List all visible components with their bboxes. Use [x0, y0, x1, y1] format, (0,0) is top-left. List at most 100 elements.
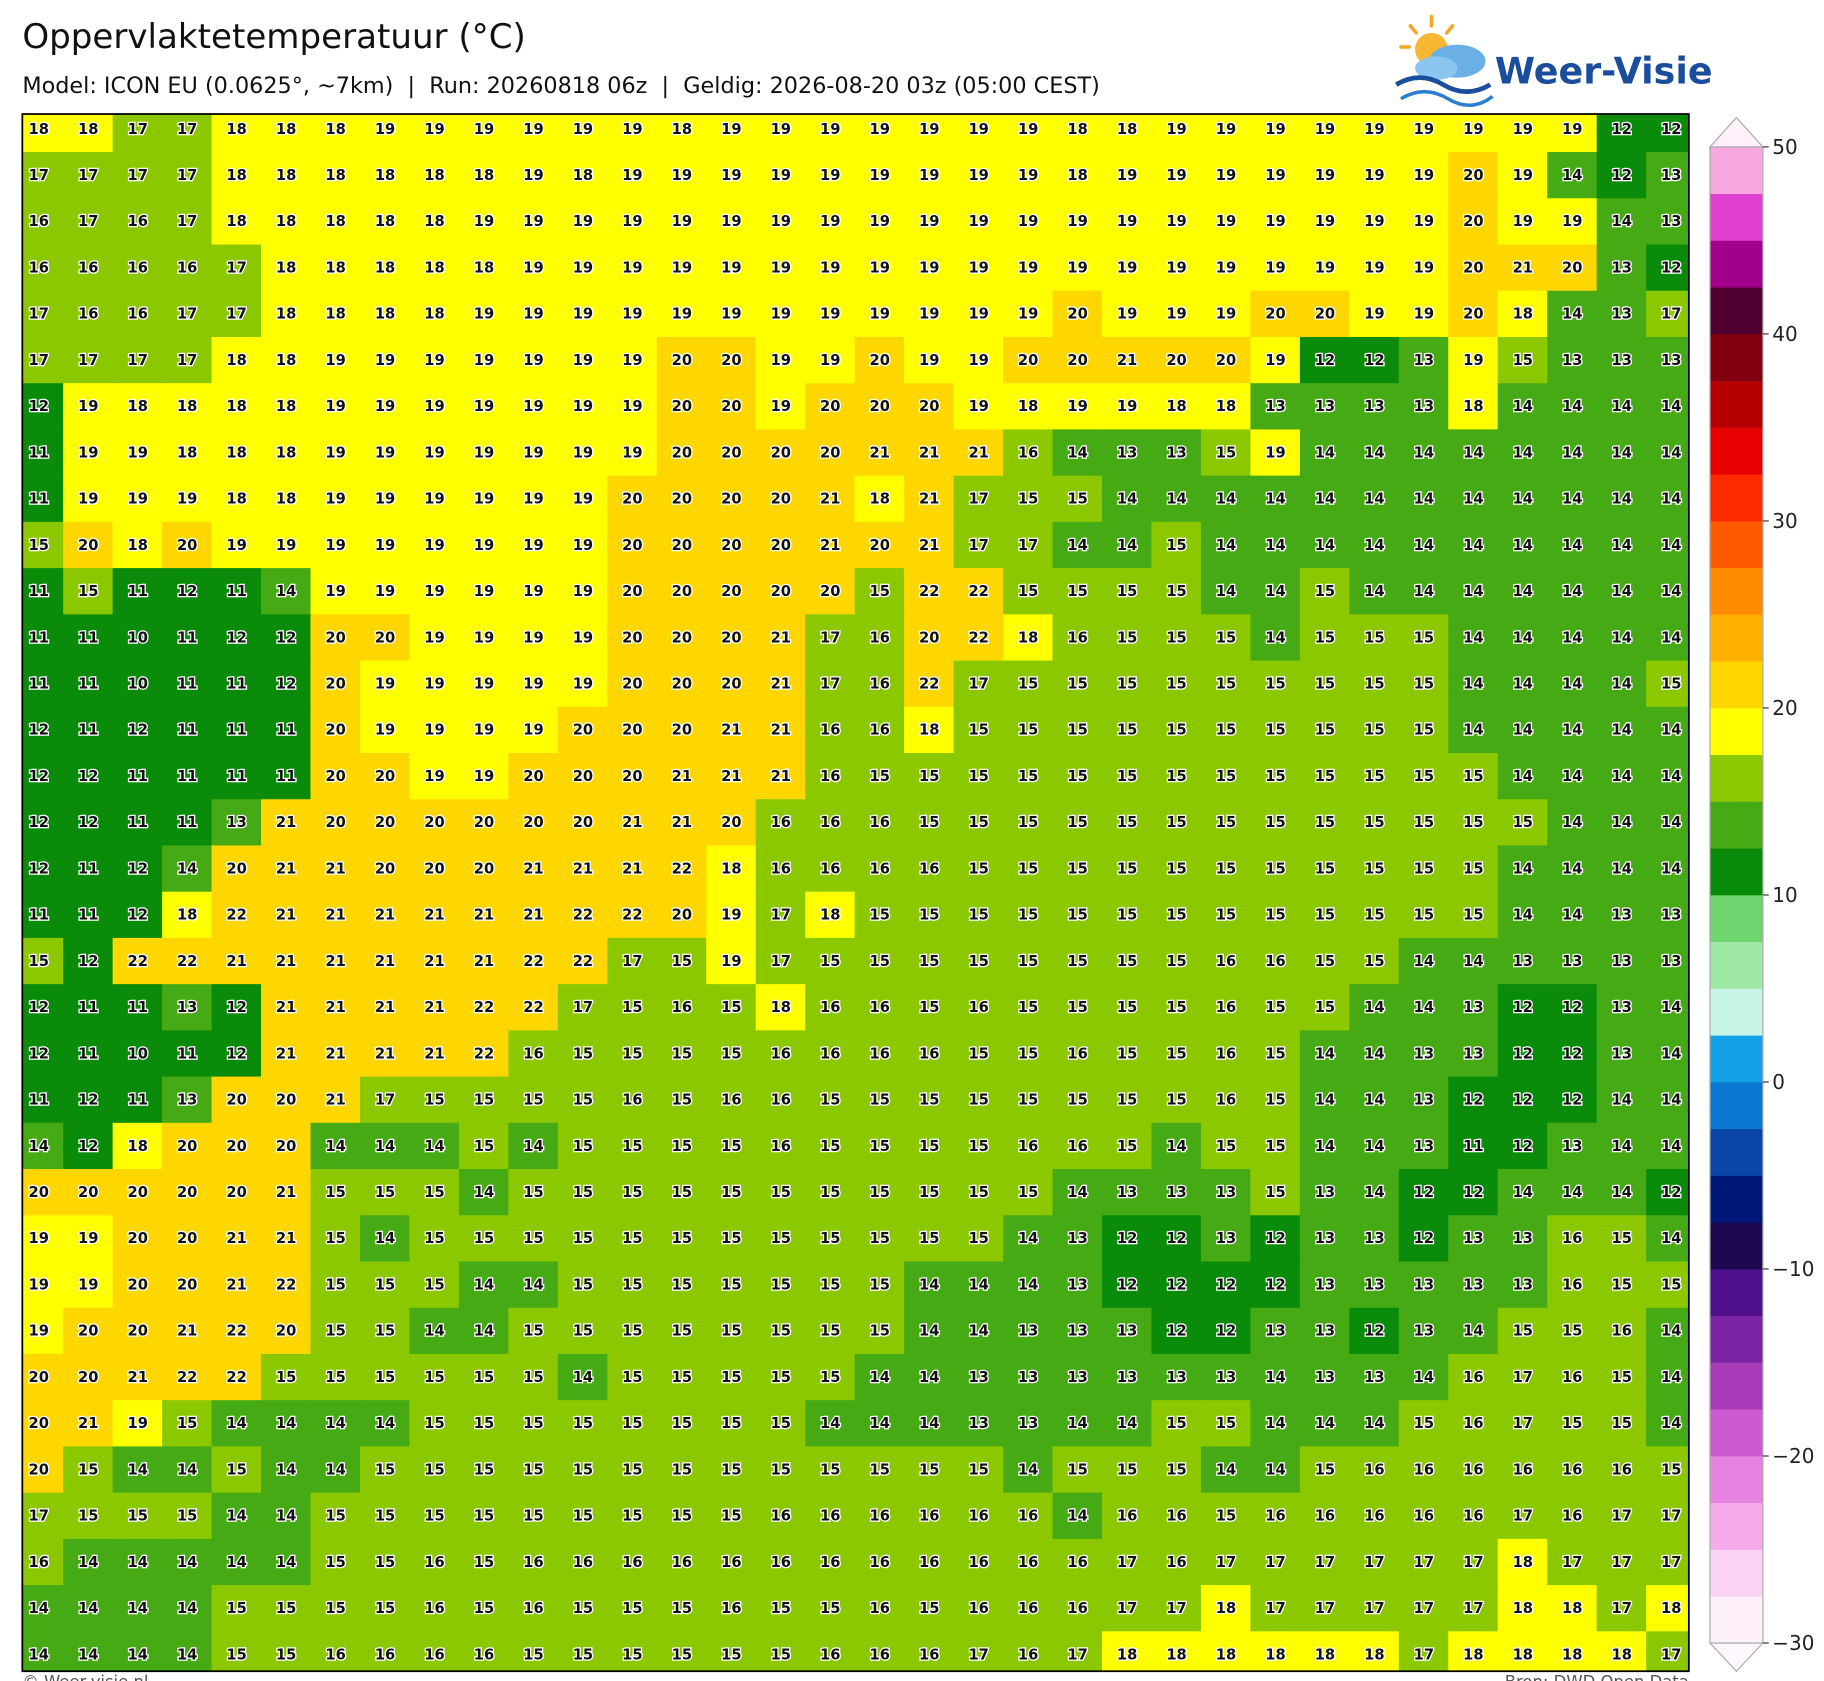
temperature-cell	[112, 1353, 163, 1401]
temperature-cell	[706, 114, 757, 153]
temperature-label: 15	[276, 1646, 296, 1663]
temperature-cell	[953, 114, 1004, 153]
temperature-label: 19	[1414, 259, 1434, 276]
temperature-cell	[1448, 114, 1499, 153]
temperature-cell	[755, 799, 806, 847]
temperature-cell	[1101, 614, 1153, 662]
temperature-label: 17	[622, 953, 642, 970]
temperature-cell	[1448, 753, 1499, 800]
temperature-cell	[1547, 1631, 1598, 1672]
temperature-label: 19	[622, 352, 642, 369]
temperature-cell	[1497, 1030, 1548, 1078]
temperature-cell	[805, 845, 856, 893]
temperature-label: 15	[622, 1230, 642, 1247]
temperature-label: 11	[127, 814, 147, 831]
temperature-cell	[557, 1538, 609, 1586]
colorbar-band	[1710, 848, 1763, 896]
temperature-label: 15	[1463, 860, 1483, 877]
temperature-label: 19	[919, 259, 939, 276]
subtitle: Model: ICON EU (0.0625°, ~7km) | Run: 20…	[22, 73, 1100, 99]
temperature-label: 13	[1364, 1369, 1384, 1386]
temperature-label: 13	[1265, 1323, 1285, 1340]
temperature-label: 16	[474, 1646, 494, 1663]
temperature-label: 21	[424, 1045, 444, 1062]
temperature-label: 13	[1513, 1276, 1533, 1293]
temperature-cell	[656, 984, 707, 1032]
temperature-cell	[1596, 614, 1647, 662]
temperature-cell	[805, 614, 856, 662]
temperature-label: 19	[29, 1230, 49, 1247]
temperature-cell	[557, 614, 609, 662]
temperature-label: 19	[325, 352, 345, 369]
temperature-cell	[1052, 937, 1103, 985]
temperature-label: 14	[1661, 398, 1681, 415]
temperature-label: 17	[1414, 1600, 1434, 1617]
temperature-label: 16	[870, 1508, 890, 1525]
temperature-label: 13	[1117, 1184, 1137, 1201]
temperature-label: 15	[1265, 1092, 1285, 1109]
temperature-label: 13	[1067, 1230, 1087, 1247]
temperature-cell	[904, 891, 955, 939]
temperature-label: 19	[573, 398, 593, 415]
temperature-label: 21	[276, 953, 296, 970]
temperature-label: 18	[1562, 1646, 1582, 1663]
temperature-label: 20	[375, 629, 395, 646]
temperature-label: 12	[78, 953, 98, 970]
temperature-cell	[1101, 799, 1153, 847]
temperature-label: 14	[1661, 1369, 1681, 1386]
temperature-cell	[607, 660, 658, 708]
temperature-cell	[409, 198, 460, 246]
temperature-cell	[1398, 152, 1449, 199]
temperature-cell	[458, 1538, 510, 1586]
temperature-label: 18	[276, 444, 296, 461]
colorbar-tick-label: −10	[1772, 1257, 1814, 1281]
temperature-cell	[1200, 244, 1252, 292]
temperature-label: 14	[1216, 583, 1236, 600]
temperature-cell	[1646, 198, 1689, 246]
temperature-label: 15	[771, 1276, 791, 1293]
temperature-cell	[755, 114, 806, 153]
temperature-label: 17	[1117, 1554, 1137, 1571]
temperature-label: 15	[1315, 814, 1335, 831]
temperature-label: 18	[177, 444, 197, 461]
temperature-cell	[1200, 1631, 1252, 1672]
temperature-cell	[1052, 152, 1103, 199]
temperature-label: 19	[870, 259, 890, 276]
temperature-label: 19	[721, 259, 741, 276]
temperature-cell	[1200, 937, 1252, 985]
temperature-label: 15	[622, 999, 642, 1016]
colorbar-band	[1710, 1456, 1763, 1504]
temperature-cell	[112, 336, 163, 384]
temperature-cell	[1349, 1030, 1400, 1078]
temperature-label: 22	[127, 953, 147, 970]
temperature-cell	[755, 475, 806, 523]
temperature-cell	[656, 114, 707, 153]
temperature-label: 11	[78, 676, 98, 693]
temperature-cell	[1596, 799, 1647, 847]
temperature-label: 19	[474, 583, 494, 600]
temperature-cell	[359, 1261, 411, 1309]
temperature-label: 14	[1513, 491, 1533, 508]
temperature-cell	[211, 845, 262, 893]
temperature-label: 18	[276, 121, 296, 138]
temperature-cell	[656, 1538, 707, 1586]
temperature-label: 19	[375, 537, 395, 554]
temperature-cell	[1003, 1538, 1054, 1586]
temperature-label: 17	[968, 1646, 988, 1663]
temperature-label: 15	[523, 1323, 543, 1340]
temperature-label: 19	[1018, 121, 1038, 138]
temperature-label: 15	[1166, 814, 1186, 831]
temperature-label: 17	[1562, 1554, 1582, 1571]
temperature-cell	[211, 799, 262, 847]
temperature-label: 15	[968, 860, 988, 877]
temperature-cell	[22, 614, 64, 662]
temperature-label: 16	[1562, 1369, 1582, 1386]
colorbar-band	[1710, 1315, 1763, 1363]
temperature-label: 14	[1612, 213, 1632, 230]
temperature-label: 18	[276, 306, 296, 323]
temperature-label: 20	[375, 768, 395, 785]
temperature-cell	[1151, 152, 1202, 199]
temperature-cell	[1151, 1446, 1202, 1494]
temperature-cell	[162, 152, 213, 199]
temperature-label: 15	[820, 1138, 840, 1155]
